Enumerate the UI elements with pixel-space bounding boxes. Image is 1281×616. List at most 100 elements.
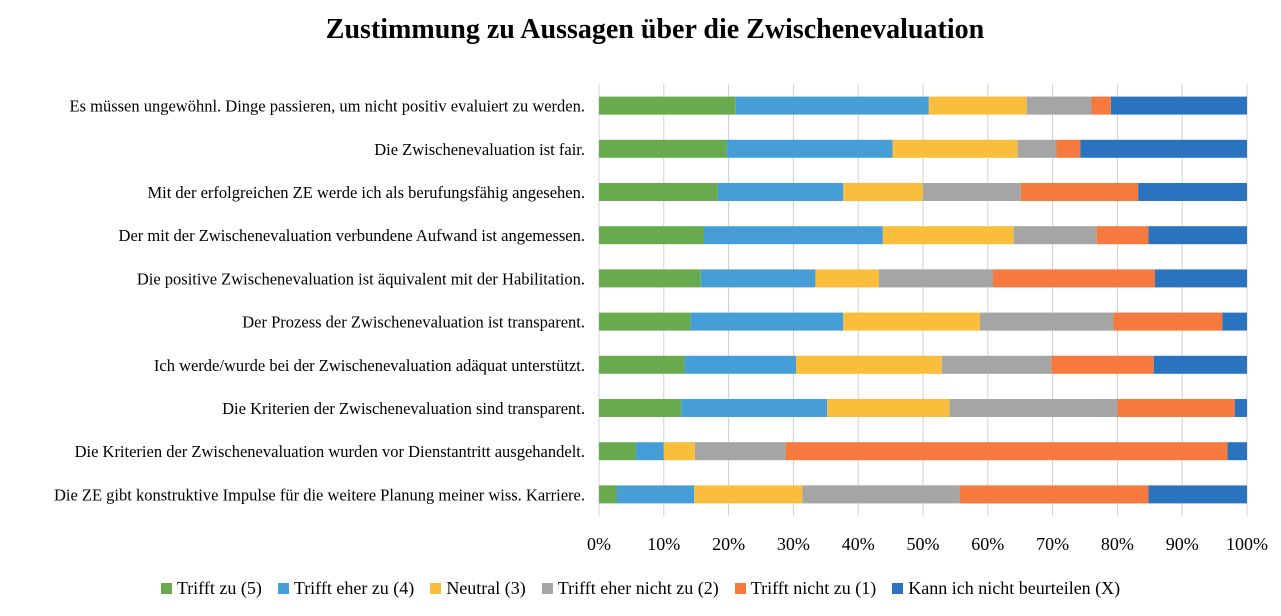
category-labels: Es müssen ungewöhnl. Dinge passieren, um… — [54, 97, 585, 505]
bar-segment — [1148, 485, 1247, 504]
bar-segment — [599, 226, 704, 245]
bar-segment — [599, 269, 701, 288]
bar-segment — [941, 355, 1052, 374]
x-tick-label: 10% — [647, 534, 680, 554]
category-label: Es müssen ungewöhnl. Dinge passieren, um… — [69, 97, 585, 116]
bar-segment — [1080, 139, 1247, 158]
bar-segment — [843, 183, 923, 201]
x-tick-label: 60% — [971, 534, 1004, 554]
bar-segment — [923, 183, 1021, 201]
bar-segment — [681, 399, 828, 417]
category-label: Die ZE gibt konstruktive Impulse für die… — [54, 485, 585, 504]
bar-segment — [1227, 442, 1247, 461]
bars — [599, 96, 1247, 504]
bar-segment — [949, 399, 1118, 417]
bar-segment — [694, 485, 803, 504]
bar-segment — [980, 312, 1114, 331]
bar-segment — [802, 485, 960, 504]
category-label: Mit der erfolgreichen ZE werde ich als b… — [147, 183, 585, 202]
bar-segment — [703, 226, 883, 245]
bar-segment — [1153, 355, 1247, 374]
legend: Trifft zu (5) Trifft eher zu (4) Neutral (… — [0, 578, 1281, 599]
bar-segment — [892, 139, 1018, 158]
legend-swatch — [277, 583, 289, 594]
bar-segment — [635, 442, 664, 461]
bar-segment — [599, 96, 736, 115]
bar-segment — [717, 183, 844, 201]
bar-segment — [599, 399, 682, 417]
bar-segment — [1222, 312, 1247, 331]
x-tick-label: 70% — [1036, 534, 1069, 554]
bar-segment — [694, 442, 786, 461]
legend-swatch — [541, 583, 553, 594]
bar-segment — [1026, 96, 1092, 115]
category-label: Der mit der Zwischenevaluation verbunden… — [119, 226, 585, 245]
bar-segment — [1096, 226, 1149, 245]
bar-segment — [599, 139, 727, 158]
legend-item: Trifft eher nicht zu (2) — [541, 578, 719, 599]
x-tick-label: 20% — [712, 534, 745, 554]
bar-segment — [599, 183, 718, 201]
bar-segment — [1113, 312, 1223, 331]
legend-label: Trifft eher nicht zu (2) — [557, 578, 719, 598]
bar-segment — [1138, 183, 1247, 201]
x-tick-label: 100% — [1226, 534, 1268, 554]
bar-segment — [726, 139, 893, 158]
category-label: Die positive Zwischenevaluation ist äqui… — [137, 269, 585, 288]
category-label: Der Prozess der Zwischenevaluation ist t… — [242, 313, 585, 332]
legend-label: Kann ich nicht beurteilen (X) — [908, 578, 1121, 598]
legend-label: Trifft eher zu (4) — [293, 578, 415, 598]
legend-swatch — [734, 583, 746, 594]
bar-segment — [1110, 96, 1247, 115]
legend-item: Kann ich nicht beurteilen (X) — [892, 578, 1120, 599]
legend-item: Trifft zu (5) — [160, 578, 262, 599]
bar-segment — [1056, 139, 1081, 158]
bar-segment — [599, 355, 685, 374]
bar-segment — [1020, 183, 1139, 201]
bar-segment — [684, 355, 796, 374]
bar-segment — [690, 312, 844, 331]
legend-label: Trifft nicht zu (1) — [750, 578, 877, 598]
bar-segment — [599, 442, 636, 461]
category-label: Die Kriterien der Zwischenevaluation wur… — [75, 442, 585, 461]
bar-segment — [959, 485, 1149, 504]
bar-segment — [992, 269, 1155, 288]
legend-item: Trifft nicht zu (1) — [734, 578, 877, 599]
bar-segment — [1051, 355, 1154, 374]
bar-segment — [815, 269, 879, 288]
x-tick-label: 80% — [1101, 534, 1134, 554]
bar-segment — [599, 485, 617, 504]
bar-segment — [1017, 139, 1057, 158]
bar-segment — [1013, 226, 1097, 245]
category-label: Die Kriterien der Zwischenevaluation sin… — [222, 399, 585, 418]
chart-title: Zustimmung zu Aussagen über die Zwischen… — [325, 14, 985, 45]
legend-label: Neutral (3) — [446, 578, 526, 598]
stacked-bar-chart: Es müssen ungewöhnl. Dinge passieren, um… — [54, 84, 1268, 554]
legend-item: Neutral (3) — [430, 578, 526, 599]
x-tick-label: 50% — [907, 534, 940, 554]
bar-segment — [1117, 399, 1235, 417]
bar-segment — [827, 399, 950, 417]
bar-segment — [795, 355, 942, 374]
bar-segment — [928, 96, 1027, 115]
x-tick-label: 30% — [777, 534, 810, 554]
legend-swatch — [430, 583, 442, 594]
x-tick-label: 90% — [1166, 534, 1199, 554]
x-tick-labels: 0% 10% 20% 30% 40% 50% 60% 70% 80% 90% 100% — [587, 534, 1268, 554]
bar-segment — [700, 269, 816, 288]
bar-segment — [599, 312, 691, 331]
bar-segment — [843, 312, 981, 331]
bar-segment — [1091, 96, 1111, 115]
bar-segment — [1234, 399, 1247, 417]
bar-segment — [663, 442, 695, 461]
legend-swatch — [160, 583, 172, 594]
bar-segment — [1154, 269, 1247, 288]
bar-segment — [882, 226, 1014, 245]
bar-segment — [1148, 226, 1247, 245]
bar-segment — [616, 485, 695, 504]
bar-segment — [878, 269, 993, 288]
legend-swatch — [892, 583, 904, 594]
legend-item: Trifft eher zu (4) — [277, 578, 415, 599]
category-label: Ich werde/wurde bei der Zwischenevaluati… — [154, 356, 585, 375]
category-label: Die Zwischenevaluation ist fair. — [374, 140, 585, 159]
